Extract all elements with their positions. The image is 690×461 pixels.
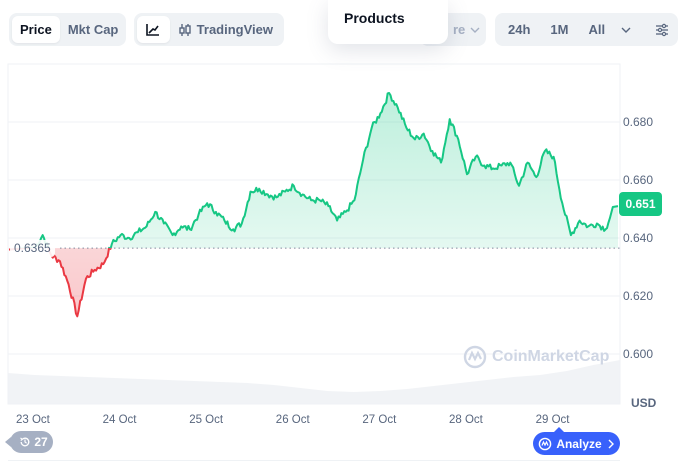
compare-label: re bbox=[423, 16, 486, 43]
chevron-right-icon bbox=[608, 439, 614, 448]
time-range-selector: 24h 1M All bbox=[495, 13, 678, 46]
chevron-down-icon bbox=[470, 27, 480, 33]
chart-type-toggle: Price Mkt Cap bbox=[9, 13, 126, 46]
x-axis-tick-label: 28 Oct bbox=[449, 414, 483, 426]
chart-view-toggle: TradingView bbox=[134, 13, 284, 46]
x-axis-tick-label: 29 Oct bbox=[535, 414, 570, 426]
coinmarketcap-logo-icon bbox=[463, 345, 487, 369]
currency-label: USD bbox=[631, 396, 657, 410]
y-axis-tick-label: 0.660 bbox=[623, 173, 654, 187]
menu-item-products[interactable]: Products bbox=[344, 10, 405, 26]
coinmarketcap-watermark: CoinMarketCap bbox=[463, 345, 609, 369]
price-chart-canvas[interactable] bbox=[0, 55, 690, 461]
x-axis-tick-label: 24 Oct bbox=[102, 414, 137, 426]
products-dropdown-menu: Products bbox=[328, 0, 448, 44]
y-axis-tick-label: 0.680 bbox=[623, 115, 654, 129]
y-axis-tick-label: 0.600 bbox=[623, 347, 654, 361]
tradingview-label: TradingView bbox=[196, 22, 273, 37]
range-24h[interactable]: 24h bbox=[508, 22, 531, 37]
tab-price[interactable]: Price bbox=[12, 16, 60, 43]
history-icon bbox=[20, 437, 30, 447]
volume-area bbox=[8, 360, 620, 404]
tab-market-cap[interactable]: Mkt Cap bbox=[67, 22, 119, 37]
x-axis-tick-label: 25 Oct bbox=[189, 414, 224, 426]
line-chart-icon bbox=[146, 23, 160, 36]
cmc-ai-icon bbox=[539, 437, 552, 450]
price-chart[interactable]: CoinMarketCap 0.600 0.620 0.640 0.660 0.680 … bbox=[0, 55, 690, 461]
range-all[interactable]: All bbox=[588, 22, 606, 37]
chart-settings-button[interactable] bbox=[649, 16, 675, 43]
sliders-icon bbox=[656, 23, 669, 36]
line-chart-button[interactable] bbox=[137, 16, 170, 43]
chevron-down-icon bbox=[621, 27, 631, 33]
range-1m[interactable]: 1M bbox=[550, 22, 569, 37]
y-axis-tick-label: 0.620 bbox=[623, 289, 654, 303]
analyze-button[interactable]: Analyze bbox=[533, 427, 620, 455]
history-button[interactable]: 27 bbox=[5, 431, 53, 453]
reference-price-label: 0.6365 bbox=[10, 240, 55, 257]
x-axis-tick-label: 26 Oct bbox=[275, 414, 310, 426]
x-axis-tick-label: 27 Oct bbox=[362, 414, 397, 426]
range-more-dropdown[interactable] bbox=[615, 16, 637, 43]
current-price-badge: 0.651 bbox=[619, 192, 662, 216]
price-series bbox=[8, 92, 619, 318]
candlestick-icon bbox=[178, 23, 191, 36]
x-axis-tick-label: 23 Oct bbox=[16, 414, 50, 426]
y-axis-tick-label: 0.640 bbox=[623, 231, 654, 245]
tradingview-button[interactable]: TradingView bbox=[170, 16, 281, 43]
